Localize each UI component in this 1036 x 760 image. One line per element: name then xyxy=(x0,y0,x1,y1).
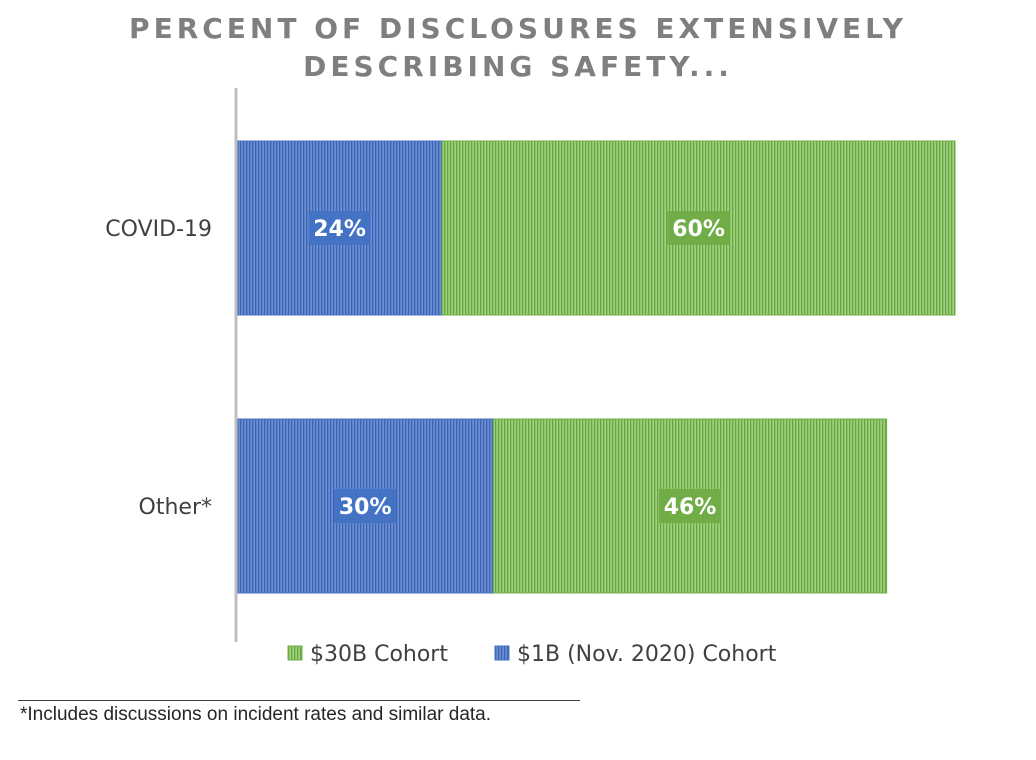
category-label: Other* xyxy=(139,495,212,520)
data-label: 60% xyxy=(672,217,725,242)
chart-title-line-1: PERCENT OF DISCLOSURES EXTENSIVELY xyxy=(129,12,907,45)
data-label-box xyxy=(667,211,730,245)
legend-swatch xyxy=(287,645,303,661)
data-label: 24% xyxy=(313,217,366,242)
data-label-box xyxy=(334,489,397,523)
chart-title: PERCENT OF DISCLOSURES EXTENSIVELY DESCR… xyxy=(0,10,1036,86)
data-label: 30% xyxy=(339,495,392,520)
data-label-box xyxy=(308,211,371,245)
legend-label: $30B Cohort xyxy=(310,642,448,667)
chart-title-line-2: DESCRIBING SAFETY... xyxy=(303,50,733,83)
footnote-rule xyxy=(18,700,580,701)
category-label: COVID-19 xyxy=(105,217,212,242)
data-label: 46% xyxy=(664,495,717,520)
legend-swatch xyxy=(494,645,510,661)
footnote: *Includes discussions on incident rates … xyxy=(20,704,492,725)
data-label-box xyxy=(659,489,722,523)
legend-label: $1B (Nov. 2020) Cohort xyxy=(517,642,777,667)
